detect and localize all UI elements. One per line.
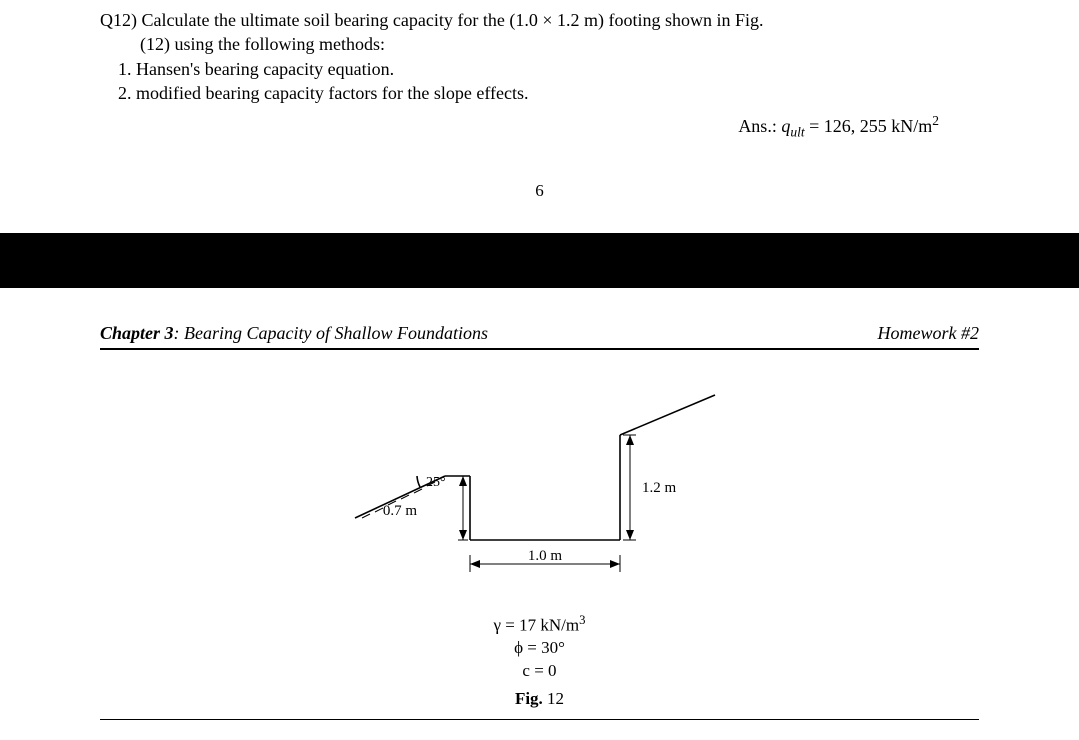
- figure-diagram: 25° 0.7 m 1.2 m 1.0 m: [100, 380, 979, 610]
- answer-superscript: 2: [932, 113, 939, 128]
- gamma-sup: 3: [579, 613, 585, 627]
- chapter-header: Chapter 3: Bearing Capacity of Shallow F…: [100, 323, 979, 344]
- soil-parameters: γ = 17 kN/m3 ϕ = 30° c = 0: [100, 612, 979, 683]
- width-label: 1.0 m: [527, 548, 562, 564]
- question-method-2: 2. modified bearing capacity factors for…: [100, 81, 979, 105]
- figure-label: Fig. 12: [100, 689, 979, 709]
- chapter-number: Chapter 3: [100, 323, 174, 343]
- left-depth-label: 0.7 m: [382, 503, 417, 519]
- question-line-2: (12) using the following methods:: [100, 32, 979, 56]
- gamma-line: γ = 17 kN/m: [494, 615, 580, 634]
- right-depth-label: 1.2 m: [642, 480, 677, 496]
- phi-line: ϕ = 30°: [100, 637, 979, 660]
- question-method-1: 1. Hansen's bearing capacity equation.: [100, 57, 979, 81]
- answer-prefix: Ans.:: [738, 116, 781, 136]
- answer-value: = 126, 255 kN/m: [805, 116, 933, 136]
- figure-label-num: 12: [543, 689, 564, 708]
- answer-line: Ans.: qult = 126, 255 kN/m2: [100, 113, 979, 141]
- angle-label: 25°: [426, 475, 446, 490]
- chapter-title: : Bearing Capacity of Shallow Foundation…: [174, 323, 488, 343]
- answer-subscript: ult: [790, 125, 804, 140]
- c-line: c = 0: [100, 660, 979, 683]
- question-line-1: Q12) Calculate the ultimate soil bearing…: [100, 8, 979, 32]
- homework-label: Homework #2: [878, 323, 980, 344]
- footer-rule: [100, 719, 979, 720]
- figure-label-bold: Fig.: [515, 689, 543, 708]
- header-rule: [100, 348, 979, 350]
- answer-symbol: q: [781, 116, 790, 136]
- page-separator: [0, 233, 1079, 288]
- page-number: 6: [100, 181, 979, 201]
